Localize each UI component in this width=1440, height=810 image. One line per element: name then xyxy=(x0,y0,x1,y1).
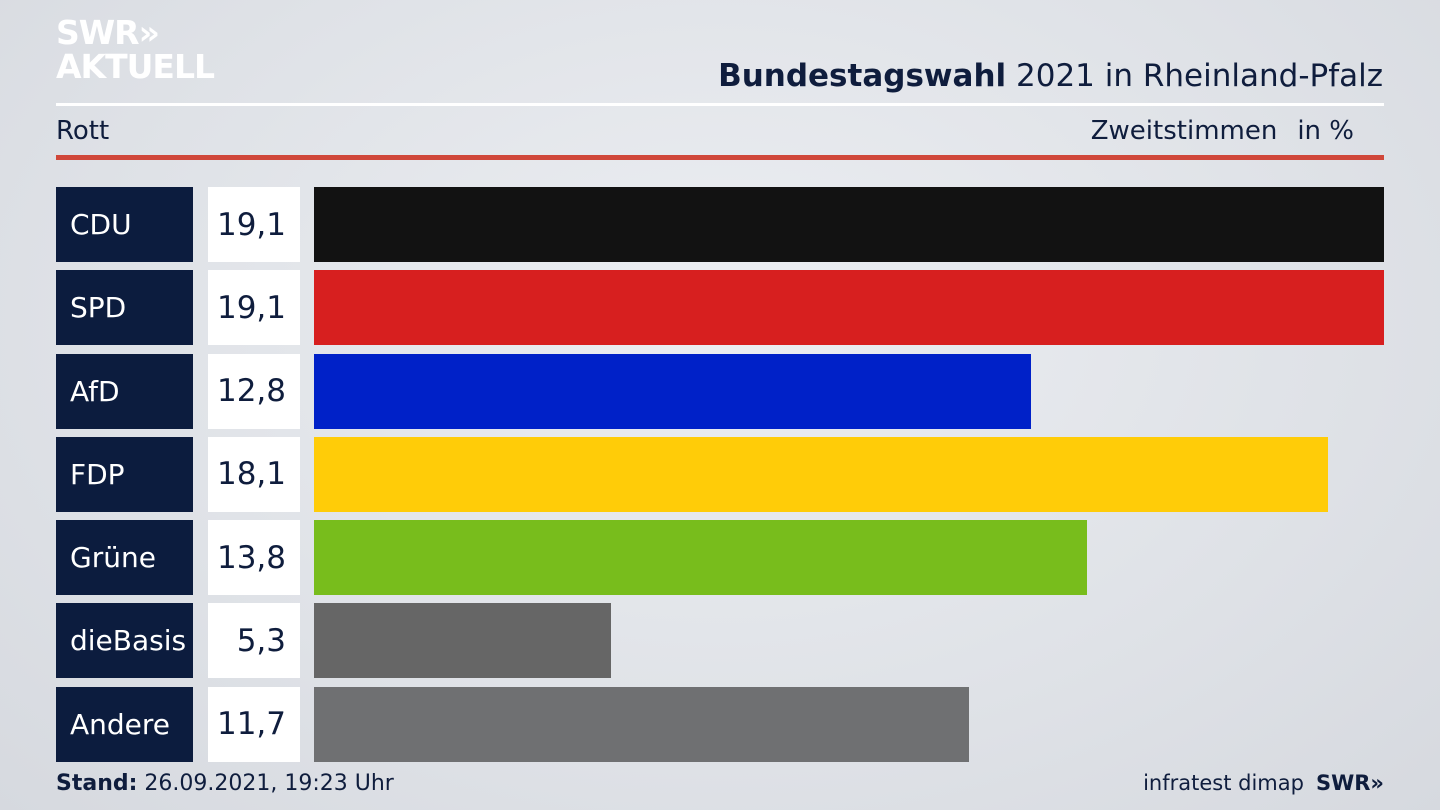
chart-row: Andere 11,7 xyxy=(56,686,1384,762)
bar xyxy=(314,270,1384,346)
chart-row: CDU 19,1 xyxy=(56,187,1384,262)
chart-row: Grüne 13,8 xyxy=(56,520,1384,596)
timestamp: Stand: 26.09.2021, 19:23 Uhr xyxy=(56,771,394,796)
logo-text-swr: SWR xyxy=(56,13,140,52)
measure-name: Zweitstimmen xyxy=(1090,116,1278,146)
value-label: 19,1 xyxy=(208,187,300,262)
bar xyxy=(314,520,1087,596)
measure-unit: in % xyxy=(1297,116,1354,146)
logo-text-aktuell: AKTUELL xyxy=(56,47,215,86)
party-label: FDP xyxy=(56,436,193,512)
value-label: 18,1 xyxy=(208,436,300,512)
party-label: AfD xyxy=(56,353,193,429)
source-name: infratest dimap xyxy=(1143,771,1304,795)
header-divider xyxy=(56,103,1384,106)
bar xyxy=(314,603,611,679)
party-label: Grüne xyxy=(56,520,193,596)
value-label: 12,8 xyxy=(208,353,300,429)
chart-title-strong: Bundestagswahl xyxy=(718,58,1007,94)
party-label: Andere xyxy=(56,686,193,762)
region-label: Rott xyxy=(56,116,110,146)
swr-aktuell-logo: SWR» AKTUELL xyxy=(56,13,215,86)
chart-row: dieBasis 5,3 xyxy=(56,603,1384,679)
party-label: dieBasis xyxy=(56,603,193,679)
measure-label: Zweitstimmen in % xyxy=(1091,116,1354,146)
chart-title-rest: 2021 in Rheinland-Pfalz xyxy=(1006,58,1383,94)
value-label: 11,7 xyxy=(208,686,300,762)
bar xyxy=(314,187,1384,262)
chart-row: FDP 18,1 xyxy=(56,436,1384,512)
bar xyxy=(314,686,969,762)
party-label: SPD xyxy=(56,270,193,346)
value-label: 5,3 xyxy=(208,603,300,679)
value-label: 19,1 xyxy=(208,270,300,346)
timestamp-label: Stand: xyxy=(56,771,138,796)
party-label: CDU xyxy=(56,187,193,262)
source-credit: infratest dimap SWR» xyxy=(1143,771,1384,795)
bar xyxy=(314,436,1328,512)
chart-title: Bundestagswahl 2021 in Rheinland-Pfalz xyxy=(718,58,1383,94)
chart-row: SPD 19,1 xyxy=(56,270,1384,346)
chart-row: AfD 12,8 xyxy=(56,353,1384,429)
timestamp-value: 26.09.2021, 19:23 Uhr xyxy=(137,771,394,796)
value-label: 13,8 xyxy=(208,520,300,596)
bar xyxy=(314,353,1031,429)
accent-divider xyxy=(56,155,1384,160)
bar-chart: CDU 19,1 SPD 19,1 AfD 12,8 FDP 18,1 Grüne 13,8 die… xyxy=(56,187,1384,770)
swr-brand-logo: SWR» xyxy=(1315,771,1384,795)
